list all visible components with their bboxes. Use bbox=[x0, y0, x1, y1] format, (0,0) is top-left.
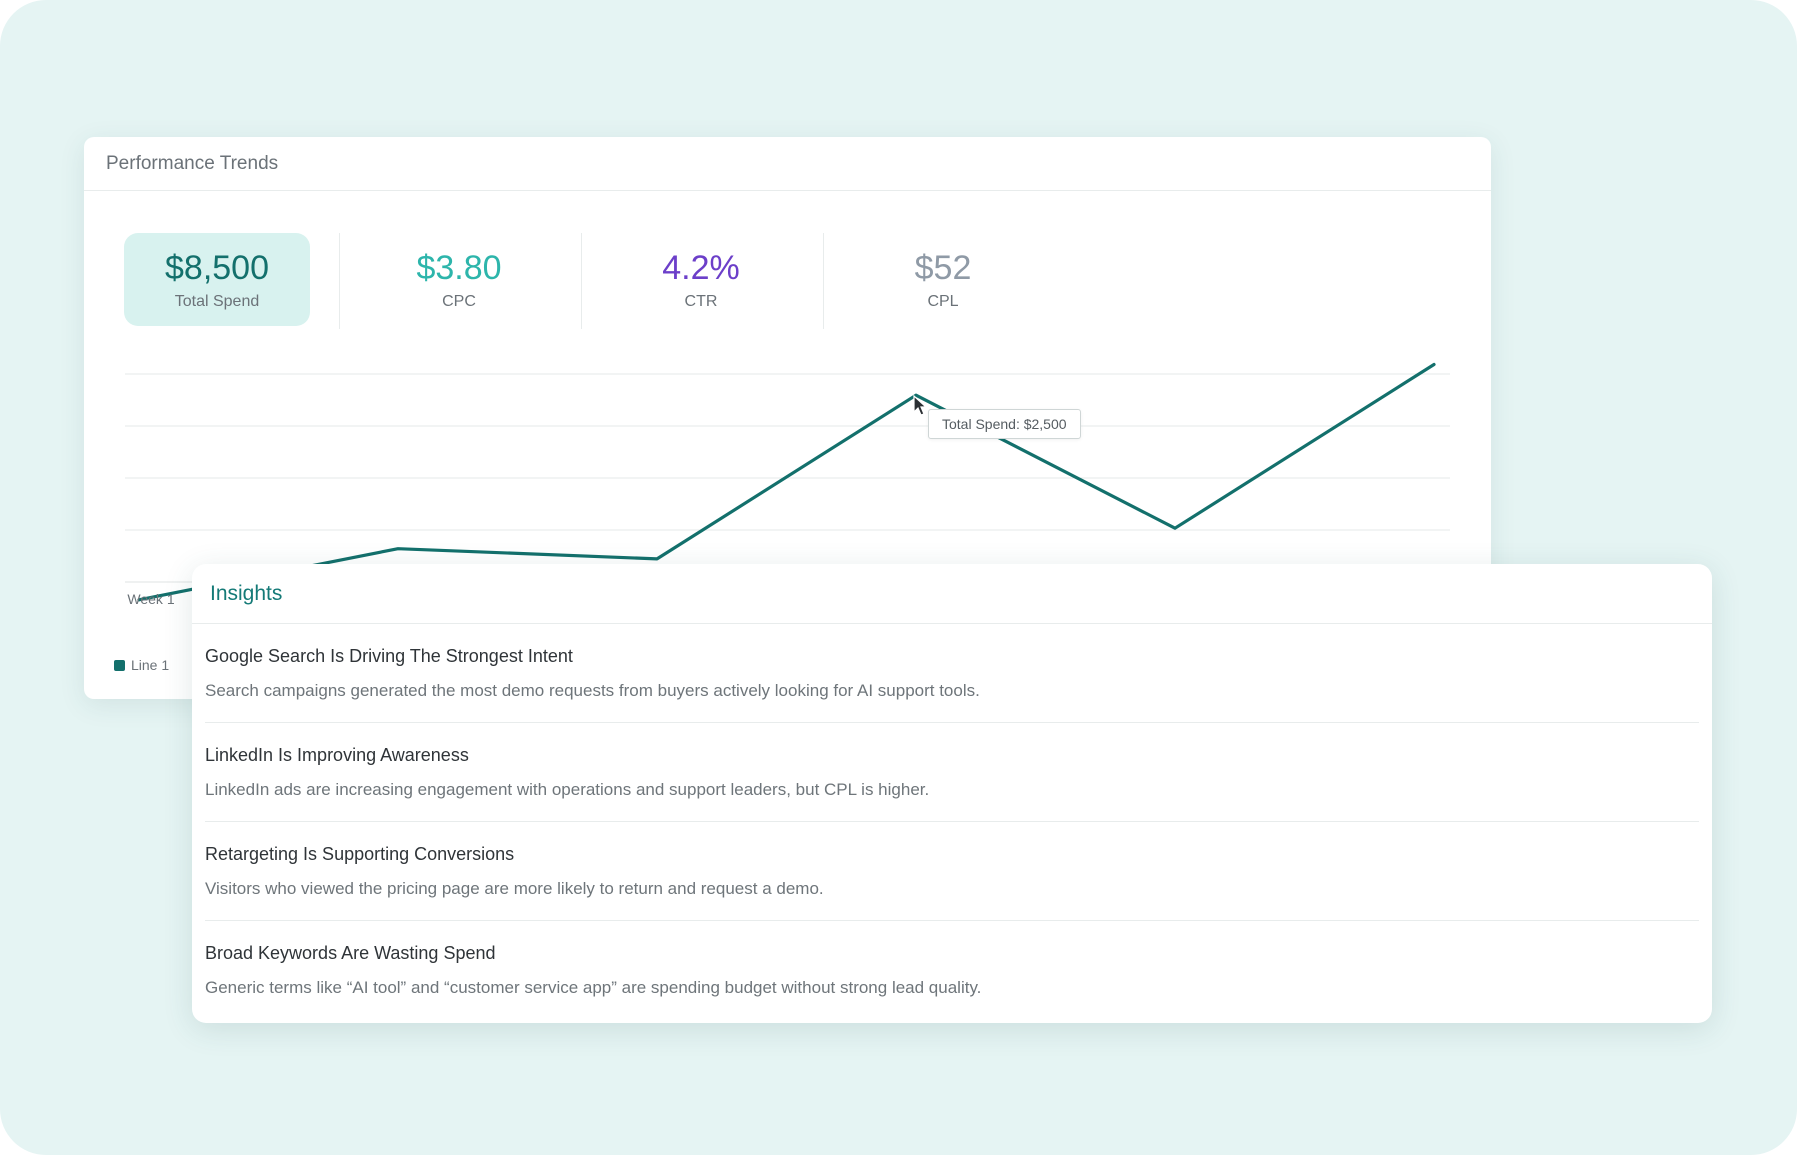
chart-tooltip: Total Spend: $2,500 bbox=[928, 409, 1081, 439]
insight-title: LinkedIn Is Improving Awareness bbox=[205, 745, 469, 765]
insight-title: Broad Keywords Are Wasting Spend bbox=[205, 943, 496, 963]
data-point[interactable] bbox=[1168, 521, 1182, 535]
metric-value: 4.2% bbox=[662, 248, 740, 287]
metric-value: $3.80 bbox=[416, 248, 502, 287]
metric-divider bbox=[823, 233, 824, 329]
metric-label: CPC bbox=[442, 292, 476, 310]
series-line-1[interactable] bbox=[137, 362, 1436, 602]
metric-divider bbox=[339, 233, 340, 329]
metric-ctr[interactable]: 4.2% CTR bbox=[608, 233, 824, 329]
insight-item[interactable]: Google Search Is Driving The Strongest I… bbox=[205, 624, 1699, 723]
insight-item[interactable]: Retargeting Is Supporting Conversions Vi… bbox=[205, 822, 1699, 921]
metric-value: $8,500 bbox=[165, 248, 269, 287]
legend-swatch bbox=[114, 659, 125, 671]
metric-label: CPL bbox=[927, 292, 959, 310]
metric-value: $52 bbox=[914, 248, 972, 287]
insight-description: Search campaigns generated the most demo… bbox=[205, 681, 980, 700]
metric-cpc[interactable]: $3.80 CPC bbox=[366, 233, 582, 329]
metric-cpl[interactable]: $52 CPL bbox=[850, 233, 1036, 326]
chart-legend[interactable]: Line 1 bbox=[114, 657, 169, 673]
insights-header: Insights bbox=[192, 564, 1712, 624]
metric-label: CTR bbox=[684, 292, 718, 310]
data-point[interactable] bbox=[391, 542, 405, 556]
metrics-row: $8,500 Total Spend $3.80 CPC 4.2% CTR $5… bbox=[124, 233, 1092, 329]
insight-description: Visitors who viewed the pricing page are… bbox=[205, 879, 824, 898]
mouse-pointer-icon bbox=[913, 395, 928, 416]
metric-divider bbox=[581, 233, 582, 329]
insights-card: Insights Google Search Is Driving The St… bbox=[192, 564, 1712, 1023]
insight-description: Generic terms like “AI tool” and “custom… bbox=[205, 978, 982, 997]
insight-item[interactable]: Broad Keywords Are Wasting Spend Generic… bbox=[205, 921, 1699, 1020]
legend-label: Line 1 bbox=[131, 657, 170, 673]
x-tick-label: Week 1 bbox=[127, 591, 174, 607]
performance-card-header: Performance Trends bbox=[84, 137, 1491, 191]
metric-label: Total Spend bbox=[174, 292, 260, 310]
insight-title: Retargeting Is Supporting Conversions bbox=[205, 844, 515, 864]
insight-item[interactable]: LinkedIn Is Improving Awareness LinkedIn… bbox=[205, 723, 1699, 822]
insight-description: LinkedIn ads are increasing engagement w… bbox=[205, 780, 930, 799]
insights-title: Insights bbox=[210, 581, 283, 605]
performance-title: Performance Trends bbox=[106, 152, 279, 174]
metric-total-spend[interactable]: $8,500 Total Spend bbox=[124, 233, 340, 329]
insight-title: Google Search Is Driving The Strongest I… bbox=[205, 646, 573, 666]
data-point[interactable] bbox=[1427, 357, 1441, 371]
